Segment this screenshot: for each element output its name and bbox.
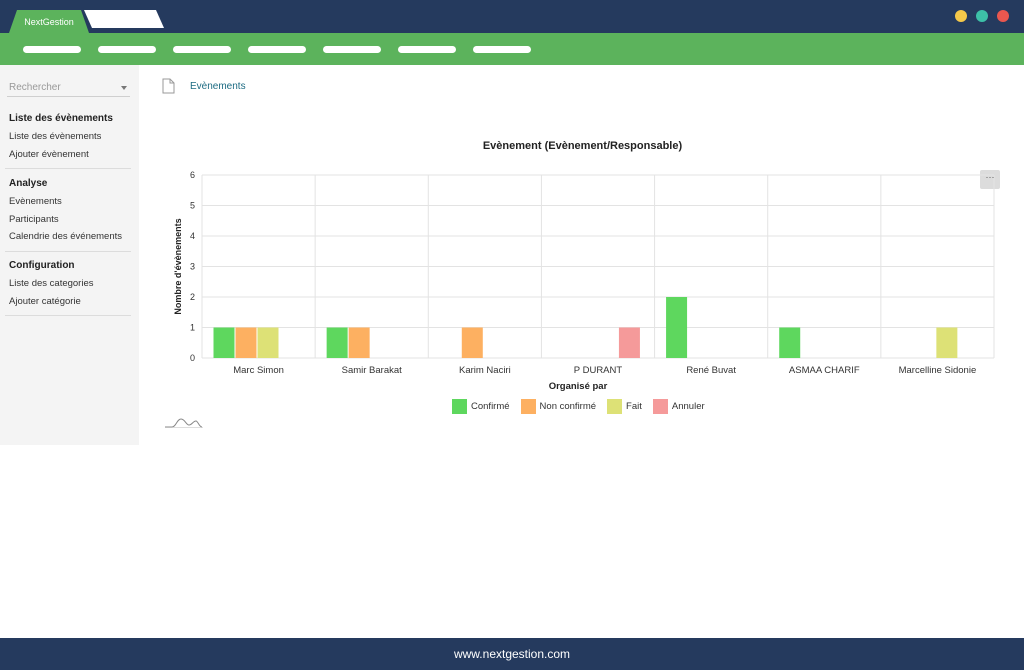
main-navbar: [0, 33, 1024, 65]
legend-item[interactable]: Confirmé: [452, 399, 510, 414]
sidebar-heading: Configuration: [9, 260, 75, 271]
bar-chart: 0 1 2 3 4 5 6 Marc Simon Samir Barakat Karim Naci…: [173, 170, 995, 392]
sidebar-item-add-category[interactable]: Ajouter catégorie: [9, 295, 81, 307]
tab-label: NextGestion: [24, 16, 74, 27]
y-tick-label: 2: [190, 292, 195, 302]
y-tick-label: 1: [190, 323, 195, 333]
bar: [348, 327, 370, 358]
y-tick-label: 3: [190, 262, 195, 272]
x-tick-label: P DURANT: [574, 365, 623, 376]
sidebar-item-add-event[interactable]: Ajouter évènement: [9, 148, 89, 160]
legend-label: Non confirmé: [539, 401, 597, 412]
chart-title: Evènement (Evènement/Responsable): [482, 140, 683, 152]
chevron-down-icon: [121, 85, 127, 90]
sidebar-heading: Liste des évènements: [9, 113, 113, 124]
sidebar-item-event-list[interactable]: Liste des évènements: [9, 131, 102, 142]
sidebar-item-evenements[interactable]: Evènements: [9, 196, 62, 207]
chart-legend: Confirmé Non confirmé Fait Annuler: [452, 399, 716, 414]
bar: [461, 327, 483, 358]
sidebar-section-events: Liste des évènements Liste des évènement…: [5, 110, 131, 169]
footer-website[interactable]: www.nextgestion.com: [453, 647, 571, 661]
x-tick-label: René Buvat: [686, 365, 736, 376]
sidebar-section-analyse: Analyse Evènements Participants Calendri…: [5, 175, 131, 252]
minimize-button[interactable]: [955, 10, 967, 22]
breadcrumb[interactable]: Evènements: [190, 81, 246, 92]
sidebar-item-participants[interactable]: Participants: [9, 213, 59, 225]
wave-icon: [165, 418, 203, 428]
tab-blank[interactable]: [84, 10, 164, 28]
bar: [779, 327, 801, 358]
nav-item-5[interactable]: [323, 46, 381, 53]
nav-item-6[interactable]: [398, 46, 456, 53]
y-tick-label: 5: [190, 201, 195, 211]
bar: [257, 327, 279, 358]
nav-item-2[interactable]: [98, 46, 156, 53]
y-tick-label: 6: [190, 170, 195, 180]
legend-item[interactable]: Non confirmé: [520, 399, 597, 414]
legend-swatch: [652, 399, 668, 414]
close-button[interactable]: [997, 10, 1009, 22]
footer: www.nextgestion.com: [0, 638, 1024, 670]
nav-item-1[interactable]: [23, 46, 81, 53]
bar: [213, 327, 235, 358]
legend-label: Annuler: [671, 401, 705, 412]
legend-item[interactable]: Annuler: [652, 399, 705, 414]
bar: [936, 327, 958, 358]
sidebar-item-calendar[interactable]: Calendrie des événements: [9, 231, 123, 242]
nav-item-3[interactable]: [173, 46, 231, 53]
sidebar-heading: Analyse: [9, 178, 48, 189]
sidebar: Rechercher Liste des évènements Liste de…: [0, 65, 139, 445]
legend-swatch: [607, 399, 623, 414]
legend-item[interactable]: Fait: [607, 399, 642, 414]
bar: [666, 297, 688, 358]
document-icon: [162, 78, 175, 94]
sidebar-section-configuration: Configuration Liste des categories Ajout…: [5, 257, 131, 316]
title-bar: NextGestion: [0, 0, 1024, 33]
bar: [618, 327, 640, 358]
legend-swatch: [520, 399, 536, 414]
maximize-button[interactable]: [976, 10, 988, 22]
x-tick-label: ASMAA CHARIF: [789, 365, 860, 376]
x-tick-label: Marc Simon: [233, 365, 284, 376]
legend-swatch: [452, 399, 467, 414]
nav-item-7[interactable]: [473, 46, 531, 53]
search-select[interactable]: Rechercher: [7, 79, 130, 97]
sidebar-item-category-list[interactable]: Liste des categories: [9, 278, 94, 289]
legend-label: Fait: [626, 401, 642, 412]
x-axis-title: Organisé par: [549, 381, 608, 392]
nav-item-4[interactable]: [248, 46, 306, 53]
search-placeholder: Rechercher: [9, 82, 61, 93]
tab-nextgestion[interactable]: NextGestion: [9, 10, 89, 33]
y-tick-label: 4: [190, 231, 195, 241]
x-tick-label: Marcelline Sidonie: [899, 365, 977, 376]
x-tick-label: Karim Naciri: [459, 365, 511, 376]
x-tick-label: Samir Barakat: [342, 365, 403, 376]
bar: [326, 327, 348, 358]
y-tick-label: 0: [190, 353, 195, 363]
legend-label: Confirmé: [471, 401, 510, 412]
bar: [235, 327, 257, 358]
y-axis-title: Nombre d'évènements: [173, 218, 183, 314]
